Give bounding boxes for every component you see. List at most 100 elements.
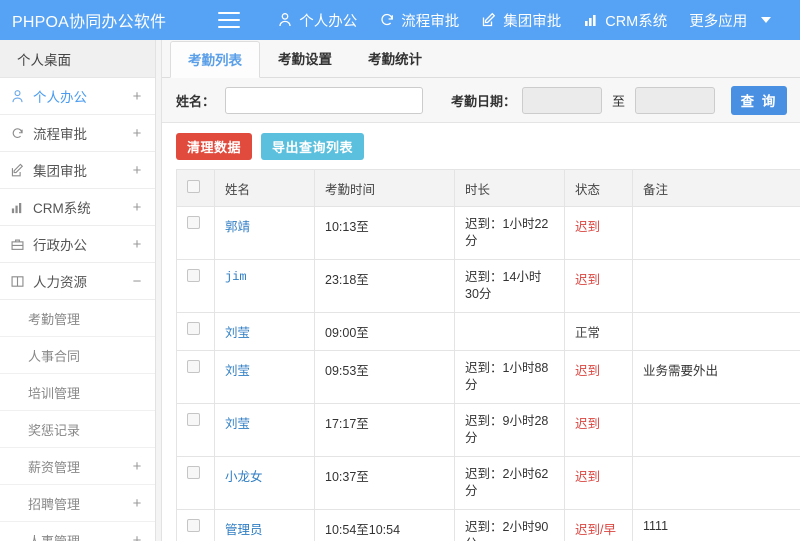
th-select-all <box>176 169 215 207</box>
nav-label: 集团审批 <box>503 13 562 30</box>
sidebar-item-label: CRM系统 <box>33 201 91 216</box>
status-badge: 迟到 <box>575 417 601 431</box>
employee-name-link[interactable]: 刘莹 <box>225 364 251 378</box>
expand-icon[interactable]: + <box>132 198 142 216</box>
cell-attendance-time: 09:00至 <box>314 312 455 351</box>
caret-down-icon <box>761 17 772 23</box>
select-all-checkbox[interactable] <box>187 180 200 193</box>
nav-label: 个人办公 <box>299 13 358 30</box>
expand-icon[interactable]: + <box>132 457 142 475</box>
expand-icon[interactable]: + <box>132 161 142 179</box>
hamburger-icon[interactable] <box>218 12 241 28</box>
nav-item-crm[interactable]: CRM系统 <box>572 0 678 40</box>
expand-icon[interactable]: + <box>132 235 142 253</box>
date-to-input[interactable] <box>635 86 716 114</box>
cell-note <box>632 259 800 313</box>
status-badge: 迟到 <box>575 364 601 378</box>
employee-name-link[interactable]: 刘莹 <box>225 326 251 340</box>
table-row: 刘莹 17:17至 迟到：9小时28分 迟到 <box>176 403 800 457</box>
sidebar-item-hr[interactable]: 人力资源 − <box>0 263 155 300</box>
cell-duration: 迟到：2小时90分早退：7小时10分 <box>454 509 565 541</box>
cell-status: 迟到 <box>564 403 633 457</box>
employee-name-link[interactable]: 郭靖 <box>225 220 251 234</box>
sidebar-item-label: 行政办公 <box>33 238 87 253</box>
tab-attendance-settings[interactable]: 考勤设置 <box>278 52 332 67</box>
search-input-name[interactable] <box>225 86 424 114</box>
row-checkbox[interactable] <box>187 269 200 282</box>
nav-item-group-approval[interactable]: 集团审批 <box>470 0 572 40</box>
cell-name: 刘莹 <box>214 350 315 404</box>
sidebar-subitem-recruitment[interactable]: 招聘管理 + <box>0 485 155 522</box>
export-list-button[interactable]: 导出查询列表 <box>261 133 365 160</box>
date-field-label: 考勤日期： <box>451 93 517 109</box>
employee-name-link[interactable]: jim <box>225 270 247 284</box>
bar-chart-icon <box>583 12 599 28</box>
main-content: 考勤列表 考勤设置 考勤统计 姓名： 考勤日期： 至 查 询 清理数据 导出查询… <box>162 40 800 541</box>
employee-name-link[interactable]: 小龙女 <box>225 470 263 484</box>
th-duration: 时长 <box>454 169 565 207</box>
sidebar-subitem-contract[interactable]: 人事合同 <box>0 337 155 374</box>
tab-attendance-stats[interactable]: 考勤统计 <box>368 52 422 67</box>
sidebar-item-process-approval[interactable]: 流程审批 + <box>0 115 155 152</box>
expand-icon[interactable]: + <box>132 124 142 142</box>
cell-attendance-time: 10:13至 <box>314 206 455 260</box>
cell-note <box>632 206 800 260</box>
row-checkbox[interactable] <box>187 466 200 479</box>
table-row: 刘莹 09:00至 正常 <box>176 312 800 351</box>
expand-icon[interactable]: + <box>132 531 142 541</box>
expand-icon[interactable]: + <box>132 87 142 105</box>
status-badge: 正常 <box>575 326 601 340</box>
sidebar-item-desktop[interactable]: 个人桌面 <box>0 40 155 78</box>
collapse-icon[interactable]: − <box>132 272 142 290</box>
nav-item-more-apps[interactable]: 更多应用 <box>678 0 782 40</box>
table-row: jim 23:18至 迟到：14小时30分 迟到 <box>176 259 800 313</box>
sidebar-subitem-personnel[interactable]: 人事管理 + <box>0 522 155 541</box>
row-checkbox[interactable] <box>187 216 200 229</box>
sidebar-subitem-reward-punishment[interactable]: 奖惩记录 <box>0 411 155 448</box>
table-body: 郭靖 10:13至 迟到：1小时22分 迟到 jim 23:18至 迟到：14小时30分 迟到… <box>176 206 800 541</box>
status-badge: 迟到 <box>575 220 601 234</box>
sidebar-item-crm[interactable]: CRM系统 + <box>0 189 155 226</box>
row-checkbox[interactable] <box>187 360 200 373</box>
cell-name: 刘莹 <box>214 312 315 351</box>
sidebar-item-group-approval[interactable]: 集团审批 + <box>0 152 155 189</box>
sidebar-item-label: 个人办公 <box>33 90 87 105</box>
sidebar-subitem-label: 薪资管理 <box>28 459 81 475</box>
cell-status: 迟到 <box>564 206 633 260</box>
clear-data-button[interactable]: 清理数据 <box>176 133 253 160</box>
app-brand: PHPOA协同办公软件 <box>12 14 167 31</box>
cell-note <box>632 312 800 351</box>
duration-line: 迟到：2小时62分 <box>465 467 549 498</box>
search-bar: 姓名： 考勤日期： 至 查 询 <box>162 78 800 123</box>
expand-icon[interactable]: + <box>132 494 142 512</box>
cell-attendance-time: 09:53至 <box>314 350 455 404</box>
sidebar-item-label: 流程审批 <box>33 127 87 142</box>
cell-duration: 迟到：1小时88分 <box>454 350 565 404</box>
cell-name: jim <box>214 259 315 313</box>
date-from-input[interactable] <box>522 86 603 114</box>
query-button[interactable]: 查 询 <box>731 85 788 115</box>
duration-line: 迟到：9小时28分 <box>465 414 549 445</box>
page-layout: 个人桌面 个人办公 + 流程审批 + <box>0 40 800 541</box>
employee-name-link[interactable]: 管理员 <box>225 523 263 537</box>
cell-status: 迟到 <box>564 350 633 404</box>
row-checkbox[interactable] <box>187 322 200 335</box>
sidebar-subitem-attendance[interactable]: 考勤管理 <box>0 300 155 337</box>
sidebar-item-personal-office[interactable]: 个人办公 + <box>0 78 155 115</box>
nav-item-personal-office[interactable]: 个人办公 <box>266 0 368 40</box>
cell-duration: 迟到：9小时28分 <box>454 403 565 457</box>
cell-name: 郭靖 <box>214 206 315 260</box>
tab-attendance-list[interactable]: 考勤列表 <box>170 41 260 78</box>
sidebar-item-label: 集团审批 <box>33 164 87 179</box>
cell-name: 管理员 <box>214 509 315 541</box>
row-select-cell <box>176 403 215 457</box>
nav-item-process-approval[interactable]: 流程审批 <box>368 0 470 40</box>
employee-name-link[interactable]: 刘莹 <box>225 417 251 431</box>
sidebar-subitem-salary[interactable]: 薪资管理 + <box>0 448 155 485</box>
row-checkbox[interactable] <box>187 519 200 532</box>
attendance-table: 姓名 考勤时间 时长 状态 备注 郭靖 10:13至 迟到：1小时22分 迟到 jim 2… <box>176 169 800 541</box>
sidebar-item-admin-office[interactable]: 行政办公 + <box>0 226 155 263</box>
row-checkbox[interactable] <box>187 413 200 426</box>
sidebar-subitem-training[interactable]: 培训管理 <box>0 374 155 411</box>
cell-duration: 迟到：14小时30分 <box>454 259 565 313</box>
